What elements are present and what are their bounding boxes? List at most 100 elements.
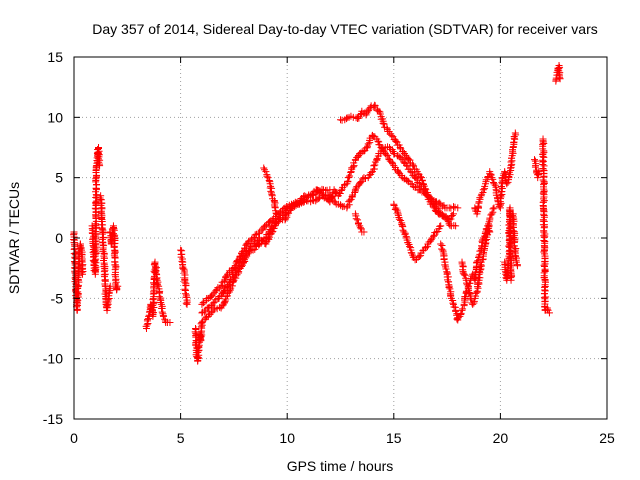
data-point [388,158,396,166]
data-point [418,177,426,185]
data-point [198,318,206,326]
data-point [475,253,483,261]
data-point [282,215,290,223]
data-point [182,299,190,307]
data-point [354,216,362,224]
data-point [507,276,515,284]
data-point [217,282,225,290]
data-point [434,209,442,217]
data-point [395,215,403,223]
data-point [373,156,381,164]
data-point [473,207,481,215]
data-point [452,222,460,230]
data-point [479,186,487,194]
data-point [392,137,400,145]
axis-ticks: 0 5 10 15 20 25 -15 -10 -5 0 5 10 15 [43,49,615,446]
data-point [364,140,372,148]
data-point [511,129,519,137]
data-point [421,185,429,193]
data-point [488,210,496,218]
data-point [374,137,382,145]
data-point [384,152,392,160]
data-point [540,248,548,256]
data-point [181,278,189,286]
data-point [503,180,511,188]
x-tick-label: 15 [386,430,402,446]
data-point [242,248,250,256]
data-point [490,180,498,188]
data-point [448,212,456,220]
data-point [540,179,548,187]
data-point [489,205,497,213]
x-axis-label: GPS time / hours [287,458,394,474]
data-point [337,187,345,195]
data-point [360,228,368,236]
data-point [201,314,209,322]
data-point [458,306,466,314]
data-point [512,253,520,261]
data-point [497,191,505,199]
data-point [412,174,420,182]
data-point [292,201,300,209]
y-tick-label: -5 [51,290,64,306]
data-point [178,257,186,265]
data-point [255,230,263,238]
data-point [352,215,360,223]
data-point [513,262,521,270]
data-point [423,192,431,200]
data-point [541,268,549,276]
data-point [166,318,174,326]
data-point [74,263,82,271]
data-point [235,259,243,267]
data-point [396,144,404,151]
data-point [454,204,462,212]
data-point [545,309,553,317]
data-point [429,202,437,210]
data-point [460,270,468,278]
data-point [443,216,451,224]
data-point [457,309,465,317]
data-point [220,277,228,285]
data-point [481,237,489,245]
y-tick-label: 10 [47,109,63,125]
data-point [356,179,364,187]
data-point [449,299,457,307]
data-point [114,282,122,290]
data-point [142,322,150,330]
data-point [152,275,160,283]
data-point [427,237,435,245]
data-point [539,157,547,165]
data-point [400,158,408,166]
data-point [96,194,104,202]
data-point [462,293,470,301]
data-point [337,202,345,210]
data-point [299,198,307,206]
data-point [251,231,259,239]
data-point [346,172,354,180]
data-point [255,240,263,248]
x-tick-label: 25 [599,430,615,446]
data-point [201,308,209,316]
data-point [155,293,163,301]
data-point [449,203,457,211]
data-point [265,229,273,237]
data-point [486,214,494,222]
chart-title: Day 357 of 2014, Sidereal Day-to-day VTE… [92,21,598,37]
data-point [259,226,267,234]
data-point [488,174,496,182]
data-point [405,156,413,164]
data-point [104,295,112,303]
data-point [438,212,446,220]
data-point [463,281,471,289]
data-point [79,270,87,278]
data-point [251,243,259,251]
data-point [414,178,422,186]
data-point [495,202,503,210]
data-point [434,227,442,235]
data-point [267,187,275,195]
data-point [345,173,353,181]
y-axis-label: SDTVAR / TECUs [6,182,22,294]
data-point [474,257,482,265]
y-tick-label: 5 [55,170,63,186]
